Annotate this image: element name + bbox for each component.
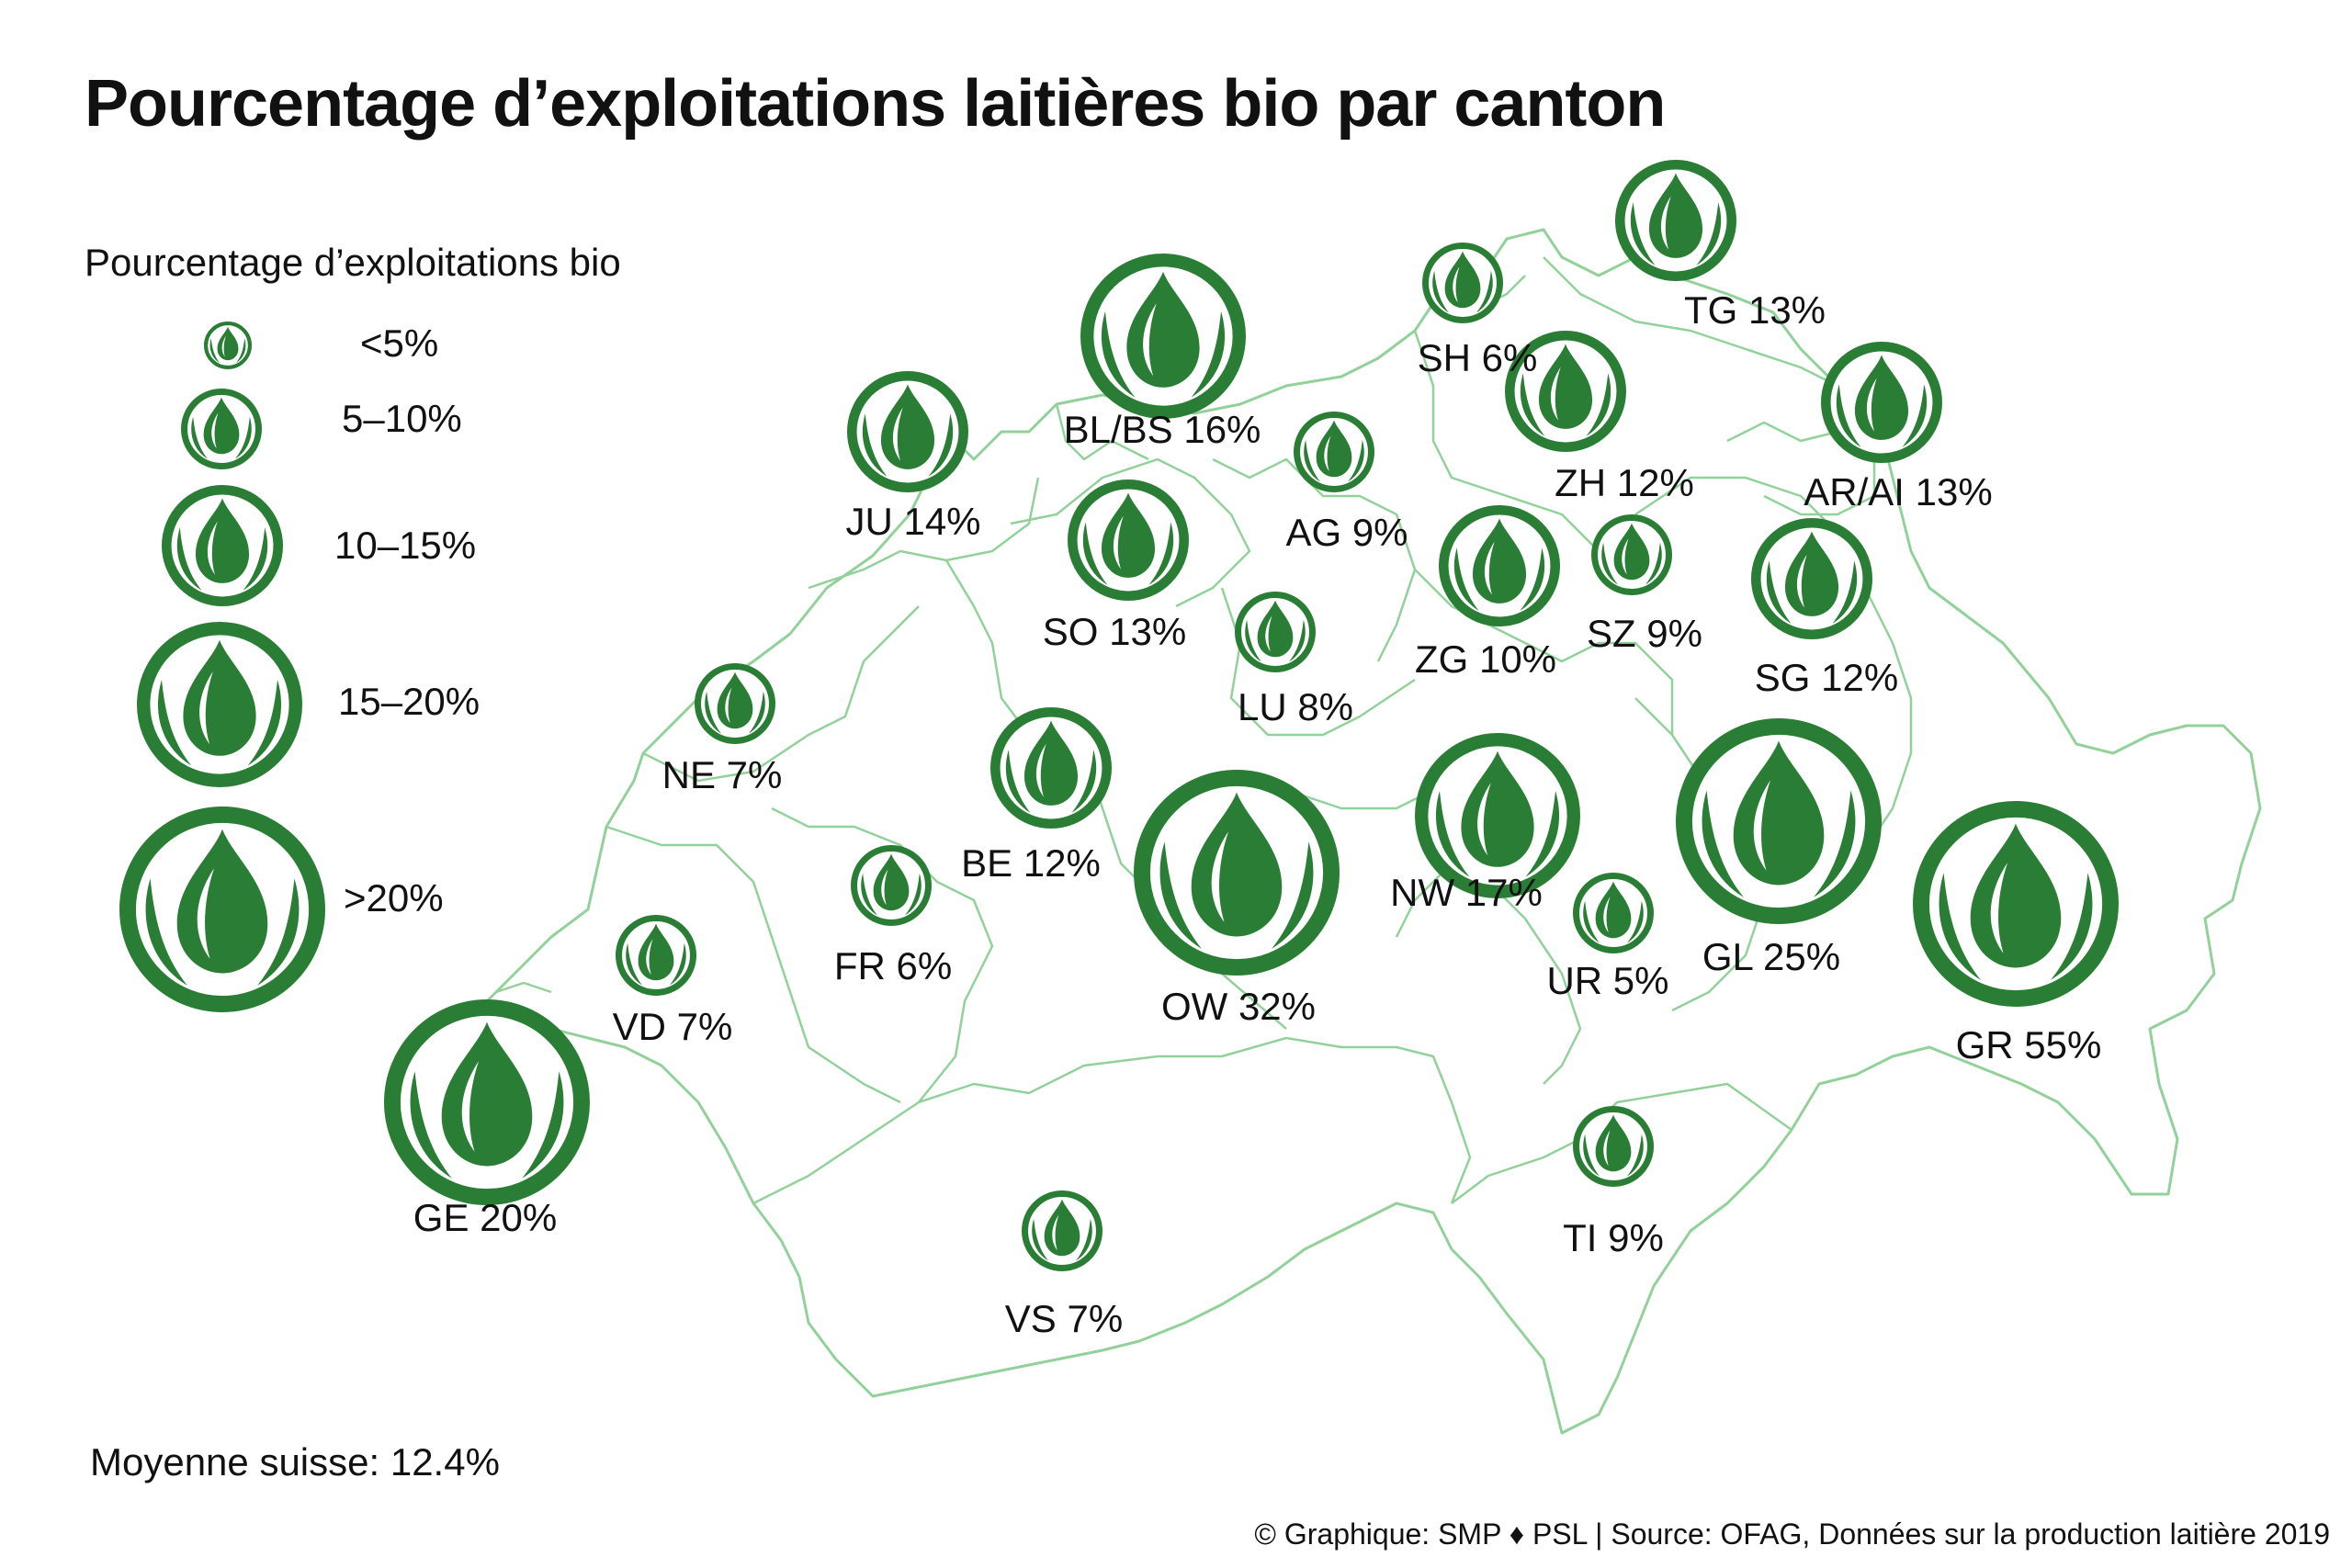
- source-credit: © Graphique: SMP ♦ PSL | Source: OFAG, D…: [1254, 1517, 2330, 1551]
- canton-symbol-gr: [1912, 801, 2119, 1008]
- legend-icon-10-15: [161, 484, 284, 607]
- canton-border-thurgau: [1543, 256, 1838, 388]
- canton-symbol-bl-bs: [1080, 254, 1246, 420]
- canton-border-vaud: [605, 825, 901, 1104]
- swiss-average: Moyenne suisse: 12.4%: [90, 1440, 500, 1483]
- canton-symbol-ge: [383, 998, 590, 1205]
- canton-symbol-ju: [847, 370, 969, 493]
- canton-label-be: BE 12%: [961, 841, 1101, 885]
- canton-border-valais: [752, 1036, 1472, 1205]
- canton-symbol-fr: [851, 845, 933, 927]
- page-title: Pourcentage d’exploitations laitières bi…: [85, 67, 1666, 141]
- legend-label-15-20: 15–20%: [338, 680, 481, 723]
- canton-label-sz: SZ 9%: [1587, 612, 1702, 655]
- canton-label-ur: UR 5%: [1546, 959, 1668, 1002]
- legend-icon-lt5-glyph: [203, 321, 253, 370]
- legend-label-lt5: <5%: [360, 321, 439, 365]
- canton-symbol-zg: [1439, 505, 1561, 627]
- canton-symbol-zh: [1505, 330, 1627, 453]
- canton-label-ag: AG 9%: [1285, 511, 1408, 554]
- canton-symbol-tg: [1615, 159, 1737, 282]
- canton-border-neuchatel: [642, 605, 920, 783]
- legend-label-gt20: >20%: [344, 876, 444, 919]
- canton-symbol-ar-ai: [1821, 341, 1943, 464]
- canton-border-fribourg: [771, 807, 994, 1103]
- canton-label-sh: SH 6%: [1418, 336, 1538, 379]
- legend-icon-5-10-glyph: [181, 389, 262, 469]
- canton-label-lu: LU 8%: [1238, 685, 1353, 728]
- canton-symbol-sz: [1591, 514, 1673, 596]
- canton-symbols: [383, 159, 2119, 1272]
- canton-labels: TG 13% SH 6% BL/BS 16% JU 14% ZH 12% AR/AI 13…: [413, 288, 2102, 1340]
- canton-symbol-sh: [1422, 242, 1504, 323]
- canton-symbol-nw: [1414, 733, 1580, 899]
- canton-label-so: SO 13%: [1043, 610, 1186, 653]
- canton-label-nw: NW 17%: [1390, 871, 1543, 914]
- canton-label-zg: ZG 10%: [1415, 637, 1556, 681]
- canton-symbol-ne: [695, 663, 776, 745]
- legend-icon-gt20: [119, 806, 326, 1013]
- canton-label-vd: VD 7%: [613, 1005, 733, 1048]
- canton-symbol-vs: [1022, 1190, 1103, 1272]
- canton-symbol-ow: [1133, 770, 1340, 976]
- legend-label-10-15: 10–15%: [334, 524, 477, 567]
- canton-label-ju: JU 14%: [845, 500, 980, 543]
- canton-symbol-ur: [1573, 873, 1655, 954]
- legend-icon-lt5: [203, 321, 253, 370]
- canton-border-basel: [1055, 403, 1149, 461]
- canton-border-solothurn: [1010, 457, 1251, 608]
- canton-label-ow: OW 32%: [1161, 985, 1316, 1028]
- legend-icon-10-15-glyph: [161, 484, 284, 607]
- canton-symbol-so: [1068, 479, 1190, 602]
- canton-symbol-gl: [1675, 718, 1882, 925]
- canton-label-zh: ZH 12%: [1555, 461, 1694, 504]
- canton-border-aargau: [1212, 457, 1417, 662]
- canton-symbol-sg: [1751, 518, 1873, 640]
- legend-icon-5-10: [181, 389, 262, 469]
- canton-label-ge: GE 20%: [413, 1196, 557, 1239]
- canton-label-fr: FR 6%: [834, 944, 952, 987]
- canton-label-gr: GR 55%: [1956, 1023, 2102, 1066]
- canton-label-tg: TG 13%: [1684, 288, 1826, 332]
- legend-title: Pourcentage d’exploitations bio: [85, 241, 621, 284]
- canton-border-lucerne: [1220, 587, 1416, 737]
- canton-label-sg: SG 12%: [1755, 656, 1898, 699]
- legend-label-5-10: 5–10%: [342, 397, 462, 440]
- canton-symbol-vd: [616, 915, 697, 997]
- canton-label-ti: TI 9%: [1563, 1216, 1664, 1259]
- canton-symbol-ag: [1294, 411, 1375, 492]
- legend-icon-15-20: [136, 621, 303, 788]
- canton-symbol-ti: [1573, 1106, 1655, 1188]
- canton-label-vs: VS 7%: [1005, 1297, 1123, 1340]
- canton-label-ne: NE 7%: [662, 753, 783, 796]
- legend-icon-15-20-glyph: [136, 621, 303, 788]
- canton-symbol-be: [990, 707, 1113, 829]
- canton-label-bl-bs: BL/BS 16%: [1064, 408, 1261, 451]
- canton-label-ar-ai: AR/AI 13%: [1804, 470, 1992, 513]
- canton-label-gl: GL 25%: [1702, 935, 1840, 978]
- canton-symbol-lu: [1235, 592, 1317, 673]
- legend-icon-gt20-glyph: [119, 806, 326, 1013]
